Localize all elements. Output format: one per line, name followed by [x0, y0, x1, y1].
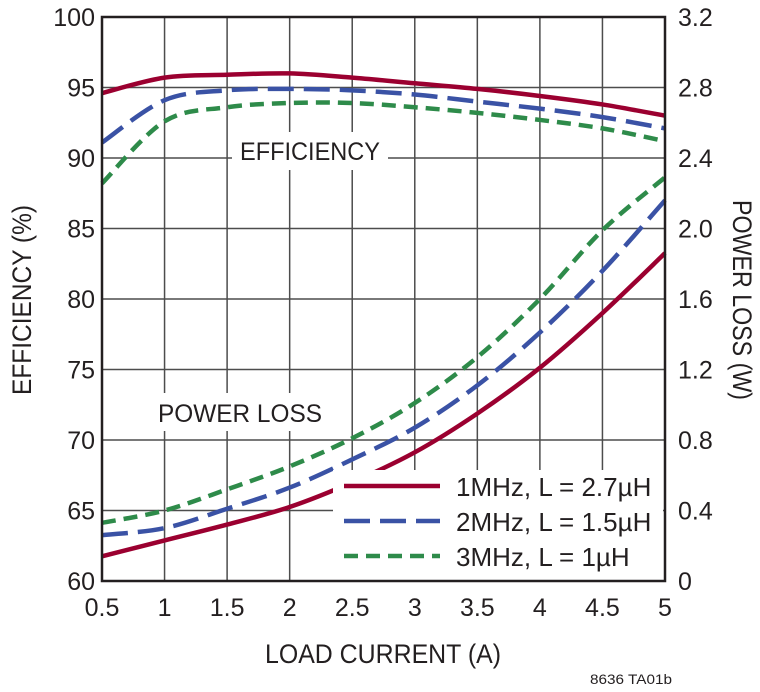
y-tick-label: 60 — [67, 568, 95, 596]
efficiency-annotation: EFFICIENCY — [240, 138, 380, 166]
efficiency-curve-3 — [100, 100, 666, 185]
legend-label: 3MHz, L = 1µH — [456, 542, 630, 572]
y2-tick-label: 2.8 — [678, 75, 713, 103]
legend: 1MHz, L = 2.7µH 2MHz, L = 1.5µH 3MHz, L = … — [333, 470, 663, 580]
legend-label: 2MHz, L = 1.5µH — [456, 507, 651, 537]
x-tick-label: 3.5 — [460, 594, 495, 622]
legend-background — [333, 470, 663, 580]
legend-label: 1MHz, L = 2.7µH — [456, 472, 651, 502]
x-tick-label: 2.5 — [335, 594, 370, 622]
efficiency-label-bg — [232, 132, 388, 170]
power-loss-curve-2 — [101, 198, 667, 538]
efficiency-curve-1 — [101, 71, 666, 118]
y2-tick-label: 0 — [678, 568, 692, 596]
y-tick-label: 100 — [53, 4, 95, 32]
y-tick-label: 80 — [67, 286, 95, 314]
x-tick-label: 1.5 — [210, 594, 245, 622]
y-tick-label: 75 — [67, 357, 95, 385]
x-tick-label: 4 — [533, 594, 547, 622]
power-loss-annotation: POWER LOSS — [158, 400, 322, 428]
y2-tick-label: 3.2 — [678, 4, 713, 32]
y2-tick-label: 2.4 — [678, 145, 713, 173]
curves — [100, 71, 667, 559]
y2-tick-label: 2.0 — [678, 216, 713, 244]
x-axis-label: LOAD CURRENT (A) — [265, 639, 501, 669]
power-loss-label-bg — [150, 393, 332, 431]
y2-tick-label: 1.2 — [678, 357, 713, 385]
y2-tick-label: 1.6 — [678, 286, 713, 314]
tick-labels: 0.5 1 1.5 2 2.5 3 3.5 4 4.5 5 60 65 70 75 80 85 90 95 100 0… — [53, 4, 713, 622]
efficiency-curve-2 — [100, 86, 666, 145]
x-tick-label: 2 — [283, 594, 297, 622]
x-tick-label: 1 — [158, 594, 172, 622]
power-loss-curve-3 — [101, 175, 667, 526]
y2-tick-label: 0.8 — [678, 427, 713, 455]
y2-axis-label: POWER LOSS (W) — [727, 200, 757, 400]
y-axis-label: EFFICIENCY (%) — [7, 205, 37, 395]
x-tick-label: 4.5 — [585, 594, 620, 622]
x-tick-label: 5 — [658, 594, 672, 622]
x-tick-label: 0.5 — [85, 594, 120, 622]
y-tick-label: 70 — [67, 427, 95, 455]
y2-tick-label: 0.4 — [678, 498, 713, 526]
y-tick-label: 95 — [67, 75, 95, 103]
power-loss-curve-1 — [101, 251, 667, 559]
x-tick-label: 3 — [408, 594, 422, 622]
y-tick-label: 90 — [67, 145, 95, 173]
y-tick-label: 65 — [67, 498, 95, 526]
plot-frame — [100, 15, 667, 583]
y-tick-label: 85 — [67, 216, 95, 244]
footnote: 8636 TA01b — [590, 671, 672, 687]
